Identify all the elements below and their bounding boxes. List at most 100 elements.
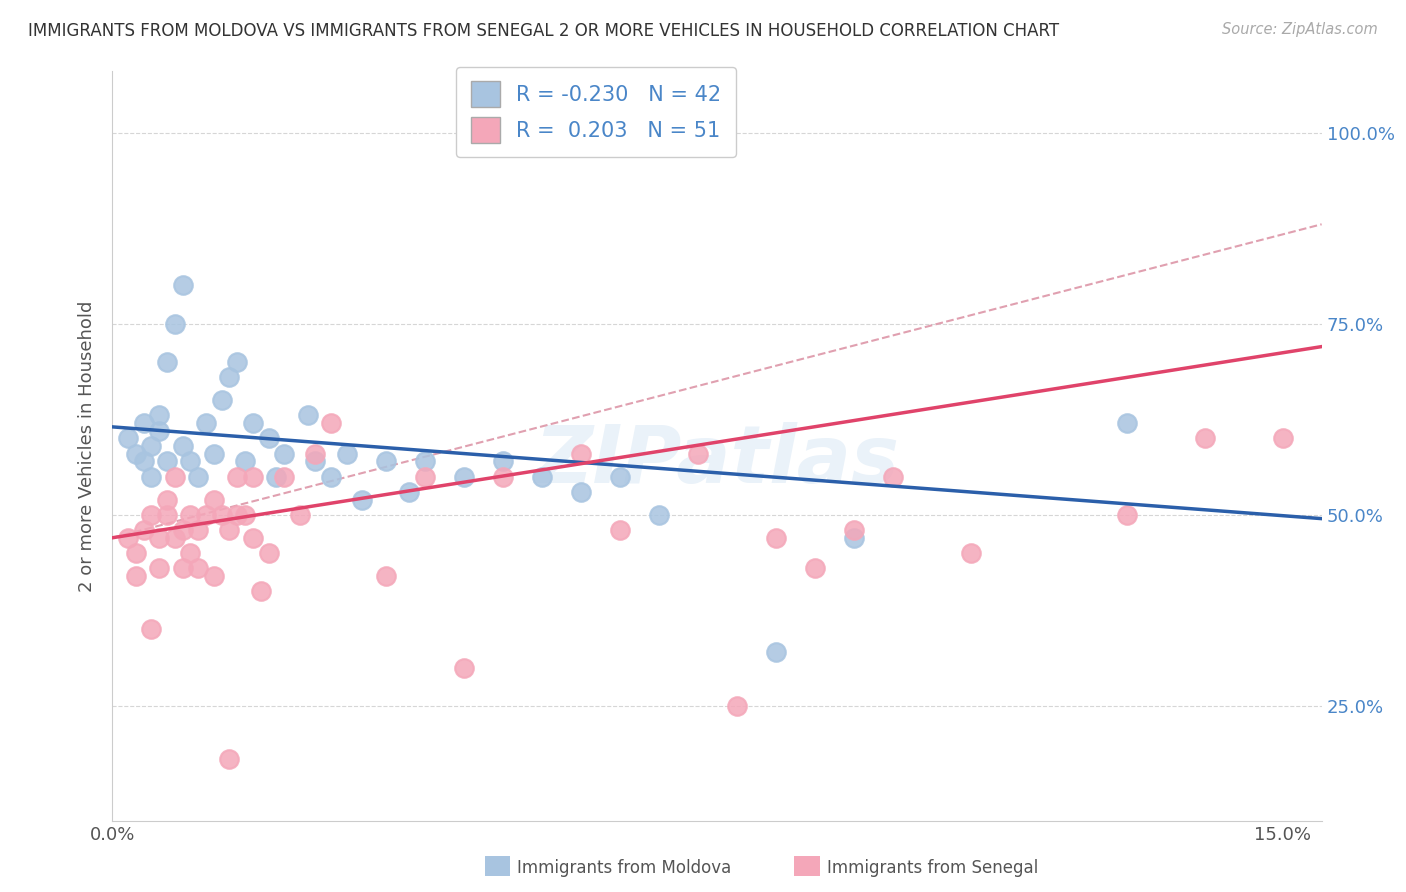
Point <box>202 569 225 583</box>
Point <box>398 484 420 499</box>
Point <box>273 469 295 483</box>
Point <box>609 523 631 537</box>
Point <box>882 469 904 483</box>
Point <box>288 508 311 522</box>
Point <box>765 645 787 659</box>
Text: ZIPatlas: ZIPatlas <box>534 422 900 500</box>
Point <box>842 531 865 545</box>
Point <box>530 469 553 483</box>
Point <box>226 469 249 483</box>
Point <box>226 355 249 369</box>
Point <box>117 531 139 545</box>
Point <box>148 409 170 423</box>
Point <box>686 447 709 461</box>
Point <box>125 447 148 461</box>
Point <box>266 469 288 483</box>
Point <box>1194 431 1216 445</box>
Point <box>304 454 326 468</box>
Text: Immigrants from Moldova: Immigrants from Moldova <box>517 859 731 877</box>
Point <box>765 531 787 545</box>
Point <box>218 752 240 766</box>
Point <box>725 698 748 713</box>
Point <box>374 569 396 583</box>
Point <box>242 416 264 430</box>
Point <box>297 409 319 423</box>
Point <box>352 492 374 507</box>
Point <box>132 523 155 537</box>
Point <box>319 416 342 430</box>
Point <box>374 454 396 468</box>
Point <box>148 424 170 438</box>
Point <box>569 484 592 499</box>
Point <box>195 416 218 430</box>
Point <box>172 278 194 293</box>
Point <box>218 523 240 537</box>
Point <box>132 416 155 430</box>
Point <box>453 469 475 483</box>
Point <box>156 454 179 468</box>
Point <box>148 561 170 575</box>
Point <box>647 508 669 522</box>
Text: IMMIGRANTS FROM MOLDOVA VS IMMIGRANTS FROM SENEGAL 2 OR MORE VEHICLES IN HOUSEHO: IMMIGRANTS FROM MOLDOVA VS IMMIGRANTS FR… <box>28 22 1059 40</box>
Point <box>141 469 163 483</box>
Point <box>413 469 436 483</box>
Point <box>218 370 240 384</box>
Point <box>609 469 631 483</box>
Point <box>842 523 865 537</box>
Point <box>202 447 225 461</box>
Point <box>172 561 194 575</box>
Point <box>202 492 225 507</box>
Point <box>117 431 139 445</box>
Point <box>156 508 179 522</box>
Point <box>569 447 592 461</box>
Point <box>125 546 148 560</box>
Point <box>304 447 326 461</box>
Point <box>141 439 163 453</box>
Point <box>491 454 513 468</box>
Point <box>179 454 201 468</box>
Point <box>233 508 256 522</box>
Point <box>257 546 280 560</box>
Point <box>1271 431 1294 445</box>
Point <box>319 469 342 483</box>
Point <box>156 492 179 507</box>
Point <box>211 393 233 408</box>
Point <box>163 469 186 483</box>
Point <box>211 508 233 522</box>
Point <box>453 661 475 675</box>
Point <box>1115 508 1137 522</box>
Point <box>803 561 825 575</box>
Point <box>491 469 513 483</box>
Text: Source: ZipAtlas.com: Source: ZipAtlas.com <box>1222 22 1378 37</box>
Point <box>242 469 264 483</box>
Point <box>233 454 256 468</box>
Point <box>242 531 264 545</box>
Point <box>335 447 357 461</box>
Point <box>195 508 218 522</box>
Point <box>172 523 194 537</box>
Point <box>249 584 271 599</box>
Point <box>959 546 981 560</box>
Point <box>156 355 179 369</box>
Point <box>141 623 163 637</box>
Point <box>413 454 436 468</box>
Text: Immigrants from Senegal: Immigrants from Senegal <box>827 859 1038 877</box>
Legend: R = -0.230   N = 42, R =  0.203   N = 51: R = -0.230 N = 42, R = 0.203 N = 51 <box>456 67 737 157</box>
Point <box>179 546 201 560</box>
Point <box>226 508 249 522</box>
Point <box>125 569 148 583</box>
Point <box>172 439 194 453</box>
Point <box>273 447 295 461</box>
Point <box>187 561 209 575</box>
Point <box>257 431 280 445</box>
Point <box>187 523 209 537</box>
Y-axis label: 2 or more Vehicles in Household: 2 or more Vehicles in Household <box>77 301 96 591</box>
Point <box>187 469 209 483</box>
Point <box>132 454 155 468</box>
Point <box>179 508 201 522</box>
Point <box>1115 416 1137 430</box>
Point <box>148 531 170 545</box>
Point <box>163 317 186 331</box>
Point <box>163 531 186 545</box>
Point <box>141 508 163 522</box>
